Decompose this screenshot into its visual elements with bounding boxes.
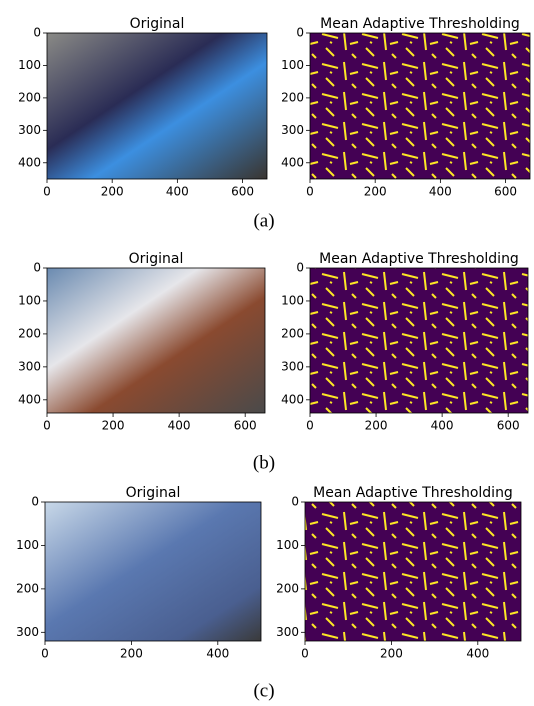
x-tick-label: 0 xyxy=(306,185,314,199)
x-tick-label: 400 xyxy=(429,185,452,199)
x-tick-label: 400 xyxy=(431,419,454,433)
x-tick-label: 600 xyxy=(231,185,254,199)
y-tick-label: 100 xyxy=(276,538,299,552)
x-tick-label: 0 xyxy=(43,419,51,433)
threshold-map xyxy=(305,502,521,641)
photo xyxy=(45,502,261,641)
y-tick-label: 100 xyxy=(18,58,41,72)
x-tick-label: 600 xyxy=(494,185,517,199)
y-tick-label: 0 xyxy=(296,261,304,275)
y-tick-label: 300 xyxy=(281,123,304,137)
panel-title: Mean Adaptive Thresholding xyxy=(319,251,519,267)
y-tick-label: 100 xyxy=(18,293,41,307)
x-tick-label: 200 xyxy=(101,185,124,199)
x-tick-label: 0 xyxy=(43,185,51,199)
x-tick-label: 0 xyxy=(41,647,49,661)
y-tick-label: 200 xyxy=(276,581,299,595)
photo xyxy=(47,33,267,179)
y-tick-label: 0 xyxy=(296,26,304,40)
y-tick-label: 300 xyxy=(276,625,299,639)
x-tick-label: 200 xyxy=(364,185,387,199)
x-tick-label: 0 xyxy=(306,419,314,433)
x-tick-label: 200 xyxy=(120,647,143,661)
x-tick-label: 400 xyxy=(166,185,189,199)
threshold-map xyxy=(310,33,530,179)
y-tick-label: 300 xyxy=(16,625,39,639)
y-tick-label: 200 xyxy=(18,90,41,104)
y-tick-label: 300 xyxy=(18,123,41,137)
x-tick-label: 600 xyxy=(497,419,520,433)
y-tick-label: 200 xyxy=(281,90,304,104)
y-tick-label: 100 xyxy=(281,58,304,72)
y-tick-label: 400 xyxy=(18,392,41,406)
y-tick-label: 0 xyxy=(291,495,299,509)
x-tick-label: 0 xyxy=(301,647,309,661)
y-tick-label: 0 xyxy=(33,26,41,40)
y-tick-label: 100 xyxy=(281,293,304,307)
figure: Original 0 200 400 600 0 100 200 300 400 Mean Adap… xyxy=(0,0,534,706)
y-tick-label: 200 xyxy=(16,581,39,595)
photo xyxy=(47,268,265,413)
y-tick-label: 0 xyxy=(31,495,39,509)
x-tick-label: 200 xyxy=(365,419,388,433)
panel-title: Original xyxy=(126,485,181,501)
y-tick-label: 100 xyxy=(16,538,39,552)
x-tick-label: 600 xyxy=(234,419,257,433)
caption: (b) xyxy=(253,452,275,473)
threshold-map xyxy=(310,268,528,413)
y-tick-label: 0 xyxy=(33,261,41,275)
x-tick-label: 200 xyxy=(380,647,403,661)
y-tick-label: 400 xyxy=(18,155,41,169)
panel-title: Mean Adaptive Thresholding xyxy=(313,485,513,501)
y-tick-label: 200 xyxy=(281,326,304,340)
y-tick-label: 400 xyxy=(281,155,304,169)
x-tick-label: 400 xyxy=(466,647,489,661)
y-tick-label: 300 xyxy=(281,359,304,373)
x-tick-label: 200 xyxy=(102,419,125,433)
y-tick-label: 400 xyxy=(281,392,304,406)
caption: (c) xyxy=(253,680,274,701)
panel-title: Original xyxy=(129,251,184,267)
caption: (a) xyxy=(253,210,274,231)
panel-title: Mean Adaptive Thresholding xyxy=(320,16,520,32)
y-tick-label: 200 xyxy=(18,326,41,340)
panel-title: Original xyxy=(130,16,185,32)
x-tick-label: 400 xyxy=(206,647,229,661)
x-tick-label: 400 xyxy=(168,419,191,433)
y-tick-label: 300 xyxy=(18,359,41,373)
